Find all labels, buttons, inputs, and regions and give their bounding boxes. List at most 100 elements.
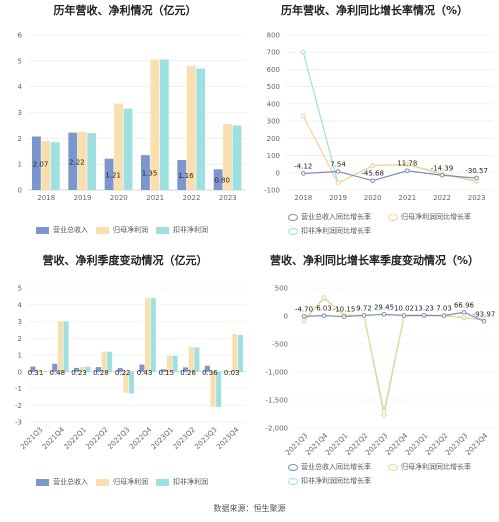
legend-item[interactable]: 归母净利润同比增长率	[388, 462, 471, 472]
y-tick-label: 500	[267, 83, 280, 91]
data-point	[474, 175, 479, 181]
x-tick-label: 2021Q3	[19, 426, 44, 451]
legend-item[interactable]: 归母净利润	[96, 477, 148, 487]
legend-item[interactable]: 归母净利润	[96, 225, 148, 235]
data-point	[381, 408, 387, 414]
annual-growth-chart: -100 0 100 200 300 400 500 600 700 800 2018 -4.12 20…	[264, 32, 494, 202]
bar	[166, 355, 172, 372]
bar	[41, 370, 47, 372]
x-tick-label: 2020	[364, 194, 382, 202]
x-tick-label: 2022Q1	[63, 426, 88, 451]
data-label: 0.31	[28, 369, 44, 377]
data-point	[370, 163, 375, 169]
y-tick-label: -1,500	[265, 397, 288, 405]
x-tick-label: 2021Q4	[41, 425, 67, 451]
data-point	[481, 318, 487, 324]
legend-item[interactable]: 营业总收入同比增长率	[288, 462, 371, 472]
data-point	[401, 313, 407, 318]
data-point	[381, 312, 387, 317]
bar	[213, 169, 223, 190]
bar	[194, 347, 200, 372]
bar	[104, 158, 114, 190]
legend-item[interactable]: 扣非净利润	[156, 477, 208, 487]
x-tick-label: 2023Q4	[464, 431, 490, 457]
data-point	[301, 49, 306, 55]
y-tick-label: 2	[18, 335, 22, 343]
bar	[114, 103, 123, 190]
legend-item[interactable]: 营业总收入同比增长率	[288, 212, 371, 222]
quarterly-revenue-profit-chart: -3 -2 -1 0 1 2 3 4 5 0.31 2021Q3 0.48 2021Q4 0.23 2022…	[15, 285, 246, 451]
y-tick-label: -2	[15, 402, 22, 410]
bar	[68, 132, 78, 190]
data-label: -45.68	[361, 170, 384, 178]
x-tick-label: 2022Q4	[128, 425, 154, 451]
legend-item[interactable]: 扣非净利润同比增长率	[288, 226, 371, 236]
legend-swatch-icon	[36, 226, 49, 234]
data-label: 10.02	[394, 304, 414, 312]
data-label: 1.16	[178, 172, 194, 180]
legend-item[interactable]: 归母净利润同比增长率	[388, 212, 471, 222]
legend-swatch-icon	[36, 478, 49, 486]
data-point	[335, 180, 341, 186]
legend-item[interactable]: 营业总收入	[36, 225, 88, 235]
y-tick-label: -3	[15, 419, 22, 427]
bar	[57, 321, 63, 372]
legend-swatch-icon	[288, 477, 298, 485]
y-tick-label: 2	[18, 135, 22, 143]
legend-swatch-icon	[388, 213, 398, 221]
data-label: -30.57	[465, 167, 488, 175]
y-tick-label: -1,000	[265, 369, 288, 377]
bar	[145, 298, 151, 372]
x-tick-label: 2018	[37, 194, 55, 202]
data-label: 0.80	[214, 177, 230, 185]
bar	[36, 370, 42, 372]
data-point	[441, 313, 447, 318]
y-tick-label: 1	[18, 352, 22, 360]
legend-label: 营业总收入同比增长率	[301, 463, 371, 471]
data-label: 66.96	[454, 301, 475, 309]
bar	[161, 369, 167, 372]
bar	[159, 59, 169, 190]
x-tick-label: 2022Q3	[106, 426, 131, 451]
y-tick-label: 800	[267, 32, 280, 40]
y-tick-label: 1	[18, 161, 22, 169]
data-label: 0.43	[137, 369, 153, 377]
y-tick-label: 100	[267, 152, 280, 160]
data-label: -10.15	[333, 306, 356, 314]
legend-item[interactable]: 扣非净利润同比增长率	[288, 476, 371, 486]
series-line	[303, 311, 485, 322]
legend-swatch-icon	[288, 227, 298, 235]
bar	[150, 59, 160, 190]
data-label: 0.22	[115, 369, 131, 377]
chart-title: 历年营收、净利情况（亿元）	[53, 4, 197, 17]
x-tick-label: 2023Q4	[215, 425, 241, 451]
bar	[150, 298, 156, 372]
chart-title: 营收、净利季度变动情况（亿元）	[42, 254, 208, 267]
legend-item[interactable]: 营业总收入	[36, 477, 88, 487]
y-tick-label: 0	[284, 313, 288, 321]
y-tick-label: 3	[18, 109, 22, 117]
legend-swatch-icon	[388, 463, 398, 471]
bar	[85, 366, 91, 372]
data-label: 0.36	[202, 369, 218, 377]
bar	[63, 321, 69, 372]
legend-item[interactable]: 扣非净利润	[156, 225, 208, 235]
bar	[41, 140, 51, 190]
x-tick-label: 2019	[329, 194, 347, 202]
bar	[79, 366, 85, 372]
y-tick-label: 200	[267, 135, 280, 143]
bar	[210, 371, 216, 407]
x-tick-label: 2021	[398, 194, 416, 202]
bar	[128, 371, 135, 394]
bar	[232, 125, 242, 190]
bar	[50, 142, 60, 190]
data-label: 2.07	[33, 160, 49, 168]
bar	[30, 366, 36, 372]
y-tick-label: 4	[18, 301, 23, 309]
legend-label: 归母净利润	[113, 478, 148, 486]
y-tick-label: 0	[276, 169, 280, 177]
data-point	[461, 315, 467, 320]
bar	[123, 371, 129, 393]
data-label: 0.15	[159, 369, 175, 377]
bar	[123, 108, 133, 190]
